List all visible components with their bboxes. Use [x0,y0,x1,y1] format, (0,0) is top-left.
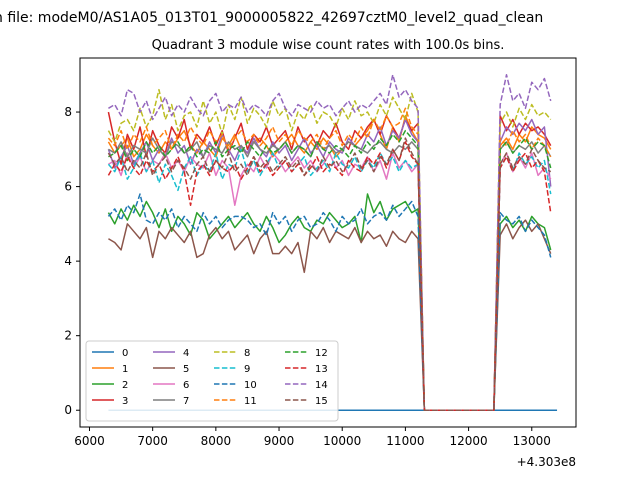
x-tick-label: 12000 [449,434,487,448]
x-tick-label: 9000 [264,434,295,448]
series-line-13 [107,141,552,411]
legend-label-1: 1 [122,364,128,375]
x-tick-label: 13000 [513,434,551,448]
legend-label-3: 3 [122,396,128,407]
legend-label-10: 10 [244,380,257,391]
legend-label-2: 2 [122,380,128,391]
legend-label-0: 0 [122,348,128,359]
legend-label-8: 8 [244,348,250,359]
chart-title: Quadrant 3 module wise count rates with … [152,38,505,53]
series-line-15 [107,137,552,411]
legend-label-6: 6 [183,380,189,391]
plot-frame [79,57,577,428]
y-tick-label: 2 [64,329,72,343]
x-tick-label: 10000 [323,434,361,448]
series-layer [107,74,558,411]
x-tick-label: 8000 [201,434,232,448]
legend-label-14: 14 [315,380,328,391]
legend-label-12: 12 [315,348,328,359]
legend-label-9: 9 [244,364,250,375]
legend-box [85,340,339,422]
series-line-14 [108,74,552,411]
legend-label-4: 4 [183,348,189,359]
legend-label-7: 7 [183,396,189,407]
legend-label-13: 13 [315,364,328,375]
legend-label-15: 15 [315,396,328,407]
y-axis: 0 2 4 6 8 [64,105,80,417]
x-tick-label: 11000 [386,434,424,448]
x-axis: 6000 7000 8000 9000 10000 11000 12000 13000 [74,427,551,448]
y-tick-label: 4 [64,254,72,268]
legend-label-5: 5 [183,364,189,375]
y-tick-label: 8 [64,105,72,119]
y-tick-label: 6 [64,180,72,194]
x-tick-label: 6000 [74,434,105,448]
y-tick-label: 0 [64,403,72,417]
x-tick-label: 7000 [137,434,168,448]
figure-suptitle: n file: modeM0/AS1A05_013T01_9000005822_… [0,10,543,26]
legend-label-11: 11 [244,396,257,407]
x-offset-label: +4.303e8 [517,455,576,469]
